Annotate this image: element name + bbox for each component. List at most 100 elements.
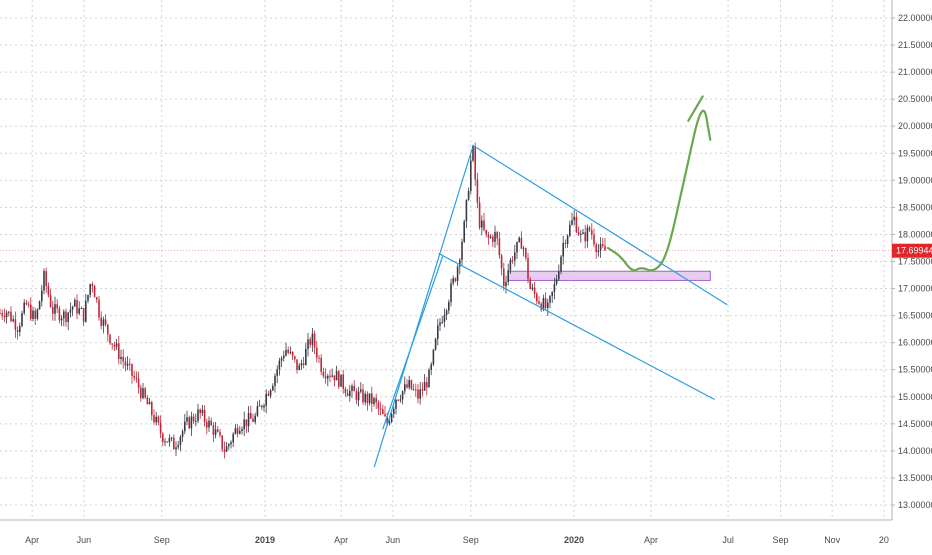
- y-tick-label: 15.50000: [898, 365, 932, 375]
- candle-body: [52, 306, 54, 314]
- candle-body: [45, 271, 47, 287]
- candle-body: [80, 308, 83, 310]
- candle-body: [408, 380, 410, 388]
- y-tick-label: 16.00000: [898, 338, 932, 348]
- y-tick-label: 18.50000: [898, 202, 932, 212]
- x-tick-label: Apr: [25, 535, 39, 545]
- candle-body: [188, 417, 190, 429]
- candle-body: [474, 146, 476, 180]
- y-tick-label: 18.00000: [898, 229, 932, 239]
- candle-body: [199, 409, 201, 414]
- candle-body: [454, 278, 457, 281]
- candle-body: [551, 291, 553, 296]
- candle-body: [527, 257, 529, 280]
- candle-body: [56, 304, 58, 309]
- candle-body: [230, 442, 232, 445]
- candle-body: [162, 433, 164, 442]
- candle-body: [102, 319, 105, 326]
- candle-body: [329, 375, 331, 377]
- candle-body: [320, 357, 322, 372]
- candle-body: [120, 356, 122, 359]
- candle-body: [597, 250, 600, 252]
- candle-body: [254, 415, 256, 422]
- rally-trendline-inner: [382, 255, 444, 430]
- candle-body: [591, 230, 593, 235]
- candle-body: [417, 389, 419, 399]
- candle-body: [333, 375, 336, 381]
- candle-body: [144, 388, 146, 398]
- candle-body: [146, 397, 149, 405]
- candle-body: [505, 281, 507, 287]
- candle-body: [195, 421, 197, 423]
- x-tick-label: Sep: [154, 535, 170, 545]
- candle-body: [65, 311, 67, 323]
- candle-body: [450, 283, 452, 303]
- candle-body: [239, 431, 241, 434]
- candle-body: [8, 311, 10, 313]
- candle-body: [157, 416, 160, 423]
- candle-body: [553, 283, 556, 292]
- candle-body: [58, 308, 61, 321]
- candle-body: [21, 313, 23, 327]
- candle-body: [441, 321, 443, 323]
- y-tick-label: 20.00000: [898, 121, 932, 131]
- candle-body: [428, 369, 430, 388]
- candle-body: [362, 389, 364, 403]
- candle-body: [155, 416, 157, 423]
- candle-body: [19, 326, 21, 332]
- candle-body: [384, 414, 386, 417]
- candle-body: [153, 415, 155, 423]
- candle-body: [412, 389, 415, 391]
- candle-body: [285, 349, 287, 356]
- candle-body: [382, 409, 384, 415]
- candle-body: [379, 408, 382, 410]
- candle-body: [465, 199, 468, 222]
- grid: [0, 0, 892, 520]
- candle-body: [280, 358, 283, 361]
- candle-body: [507, 270, 509, 282]
- candle-body: [122, 356, 124, 362]
- x-tick-label: 2020: [564, 535, 584, 545]
- candle-body: [344, 388, 347, 394]
- x-tick-label: Sep: [773, 535, 789, 545]
- candle-body: [489, 236, 492, 238]
- candle-body: [364, 393, 366, 403]
- candle-body: [173, 437, 175, 450]
- candle-body: [426, 382, 428, 388]
- candle-body: [190, 416, 193, 429]
- candle-body: [395, 399, 397, 409]
- candle-body: [492, 236, 494, 242]
- y-tick-label: 22.00000: [898, 13, 932, 23]
- candles: [0, 142, 606, 459]
- candle-body: [203, 409, 206, 422]
- candle-body: [43, 271, 45, 291]
- candle-body: [294, 356, 296, 360]
- y-tick-label: 14.50000: [898, 419, 932, 429]
- candle-body: [560, 256, 562, 272]
- y-tick-label: 13.00000: [898, 500, 932, 510]
- candle-body: [593, 234, 595, 245]
- candle-body: [569, 224, 571, 236]
- candle-body: [371, 393, 373, 404]
- candle-body: [584, 232, 586, 242]
- candle-body: [300, 363, 303, 366]
- y-tick-label: 20.50000: [898, 94, 932, 104]
- candle-body: [351, 385, 353, 391]
- candle-body: [296, 359, 298, 371]
- candle-body: [518, 237, 520, 242]
- candle-body: [197, 409, 199, 422]
- candle-body: [353, 385, 355, 392]
- candle-body: [225, 446, 228, 452]
- candle-body: [472, 146, 474, 161]
- y-tick-label: 21.00000: [898, 67, 932, 77]
- candle-body: [142, 388, 144, 399]
- candle-body: [210, 420, 212, 426]
- candle-body: [355, 391, 358, 401]
- candle-body: [206, 421, 208, 428]
- candle-body: [311, 333, 314, 345]
- candle-body: [148, 402, 151, 405]
- channel-upper-line: [472, 144, 728, 306]
- candle-body: [36, 309, 39, 319]
